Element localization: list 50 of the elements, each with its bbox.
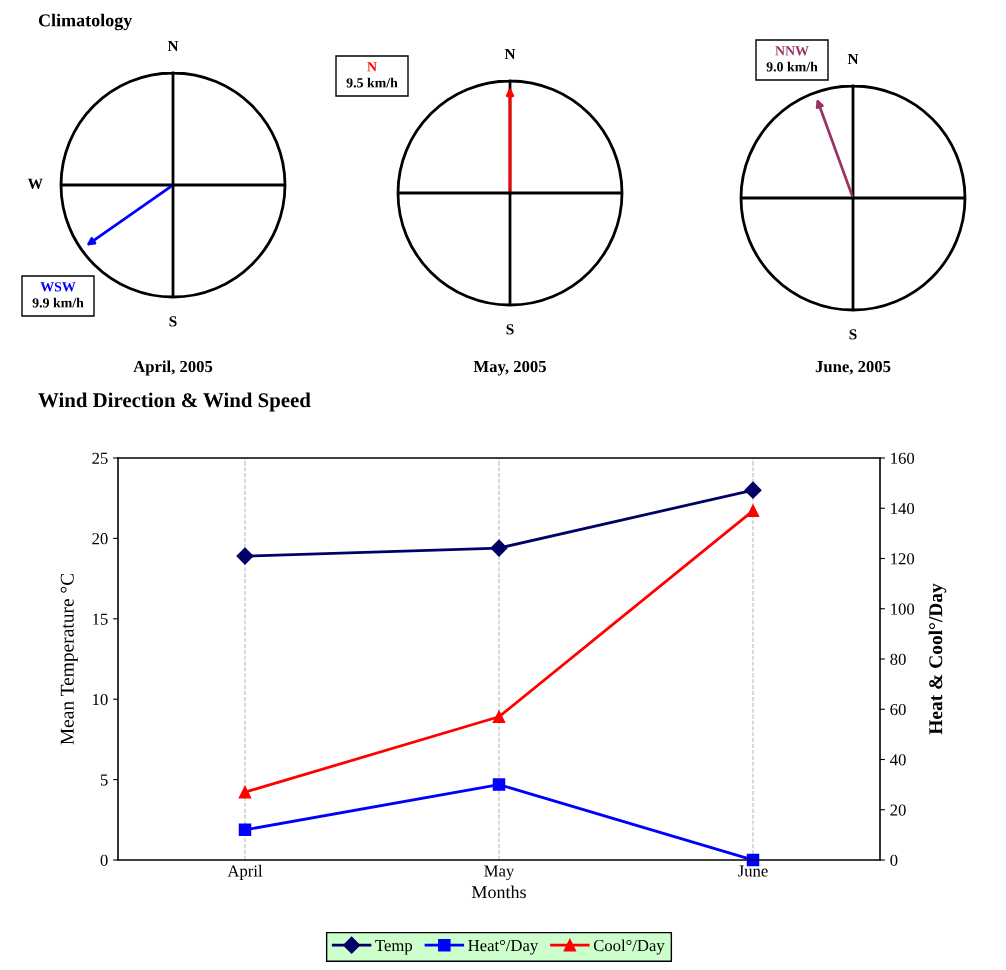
text: 9.0 km/h xyxy=(766,61,818,72)
y2-tick-label: 60 xyxy=(890,703,906,716)
y2-tick-label: 0 xyxy=(890,854,898,866)
legend-label: Temp xyxy=(375,940,413,955)
y2-tick-label: 80 xyxy=(890,653,906,665)
category-label: N xyxy=(167,40,179,51)
point xyxy=(236,547,254,565)
y-tick-label: 15 xyxy=(93,613,108,625)
text: June, 2005 xyxy=(815,360,891,375)
text: 9.5 km/h xyxy=(346,77,398,88)
x-tick-label: April xyxy=(227,864,263,880)
category-label: S xyxy=(169,316,177,327)
y2-tick-label: 40 xyxy=(890,754,906,766)
y2-axis-title: Heat & Cool°/Day xyxy=(928,583,947,735)
y-tick-label: 20 xyxy=(92,533,108,545)
y2-tick-label: 20 xyxy=(890,804,906,816)
point xyxy=(746,504,760,518)
y-tick-label: 0 xyxy=(100,854,108,866)
x-tick-label: May xyxy=(484,865,515,880)
y-tick-label: 10 xyxy=(93,693,108,706)
point xyxy=(238,785,252,799)
y2-tick-label: 160 xyxy=(891,452,915,464)
y-axis-title: Mean Temperature °C xyxy=(60,573,78,745)
y2-tick-label: 140 xyxy=(891,502,915,515)
text: 9.9 km/h xyxy=(32,297,84,308)
y2-tick-label: 120 xyxy=(891,553,915,565)
chart-title: Wind Direction & Wind Speed xyxy=(38,392,311,412)
x-tick-label: June xyxy=(738,865,768,877)
category-label: S xyxy=(849,329,857,340)
category-label: N xyxy=(847,53,859,64)
text: Climatology xyxy=(38,13,133,31)
text: N xyxy=(367,62,377,72)
point xyxy=(490,539,508,557)
text: WSW xyxy=(40,282,76,292)
point xyxy=(744,481,762,499)
point xyxy=(492,710,506,724)
category-label: W xyxy=(27,178,43,189)
y2-tick-label: 100 xyxy=(891,603,915,615)
legend-label: Cool°/Day xyxy=(593,939,665,955)
y-tick-label: 25 xyxy=(92,452,108,464)
point xyxy=(492,778,506,791)
x-axis-title: Months xyxy=(471,885,526,899)
text: May, 2005 xyxy=(473,360,546,376)
category-label: N xyxy=(504,48,516,59)
point xyxy=(238,823,252,837)
legend-label: Heat°/Day xyxy=(468,939,539,955)
text: NNW xyxy=(775,46,809,56)
category-label: S xyxy=(506,324,514,335)
text: April, 2005 xyxy=(133,360,213,376)
y-tick-label: 5 xyxy=(100,774,108,786)
